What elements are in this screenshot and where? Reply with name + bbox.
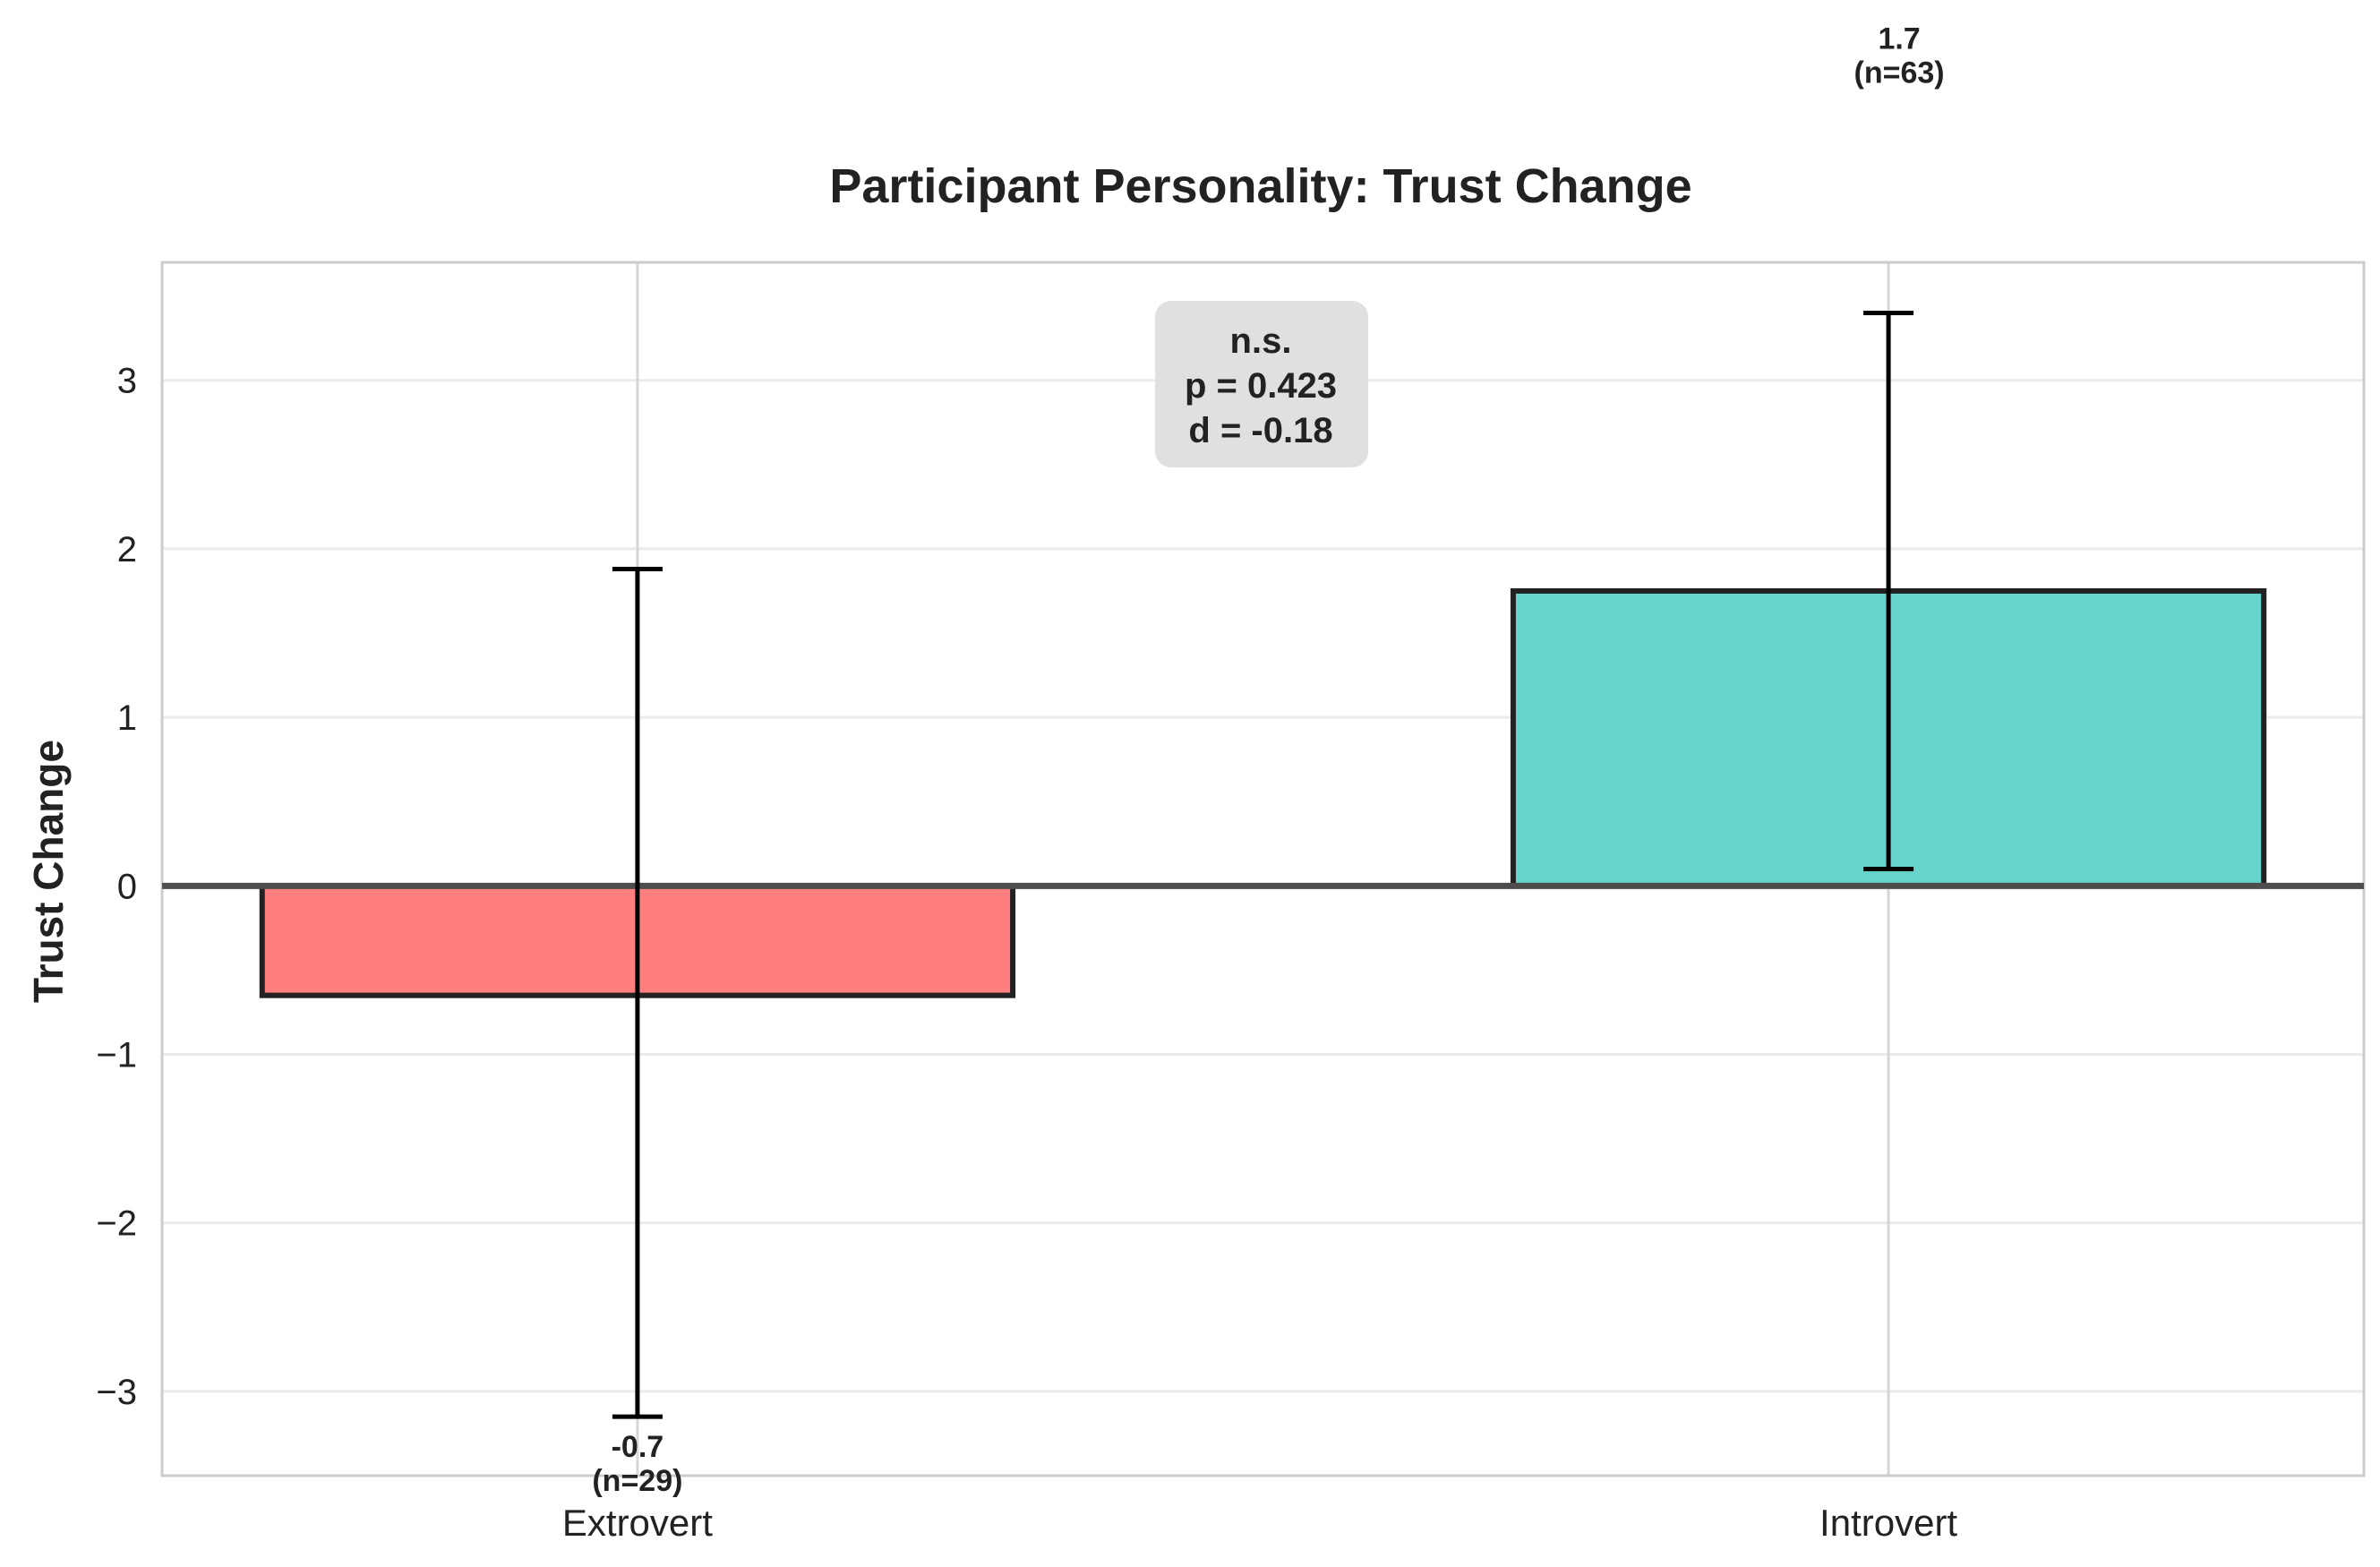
axes-frame <box>160 261 2366 1477</box>
stats-annotation-line: n.s. <box>1230 321 1292 361</box>
y-axis-label: Trust Change <box>25 740 72 1003</box>
y-tick-label: −2 <box>96 1204 137 1244</box>
y-tick-label: −1 <box>96 1036 137 1075</box>
y-tick-label: 0 <box>117 867 137 906</box>
stats-annotation-box <box>1155 301 1368 467</box>
y-tick-label: 1 <box>117 698 137 738</box>
n-label: (n=29) <box>592 1464 682 1498</box>
stats-annotation-line: d = -0.18 <box>1188 411 1332 450</box>
x-tick-label: Extrovert <box>562 1502 713 1544</box>
plot-area: −3 −2 −1 0 1 2 3 -0.7(n=29) 1.7(n=63) Extrovert In… <box>96 21 2366 1544</box>
stats-annotation-line: p = 0.423 <box>1185 366 1337 406</box>
y-tick-label: 3 <box>117 362 137 401</box>
n-label: (n=63) <box>1854 56 1945 90</box>
y-tick-label: −3 <box>96 1373 137 1412</box>
value-label: 1.7 <box>1878 21 1920 56</box>
value-label: -0.7 <box>612 1430 664 1464</box>
x-tick-label: Introvert <box>1819 1502 1957 1544</box>
chart-title: Participant Personality: Trust Change <box>829 159 1691 213</box>
y-tick-label: 2 <box>117 530 137 569</box>
